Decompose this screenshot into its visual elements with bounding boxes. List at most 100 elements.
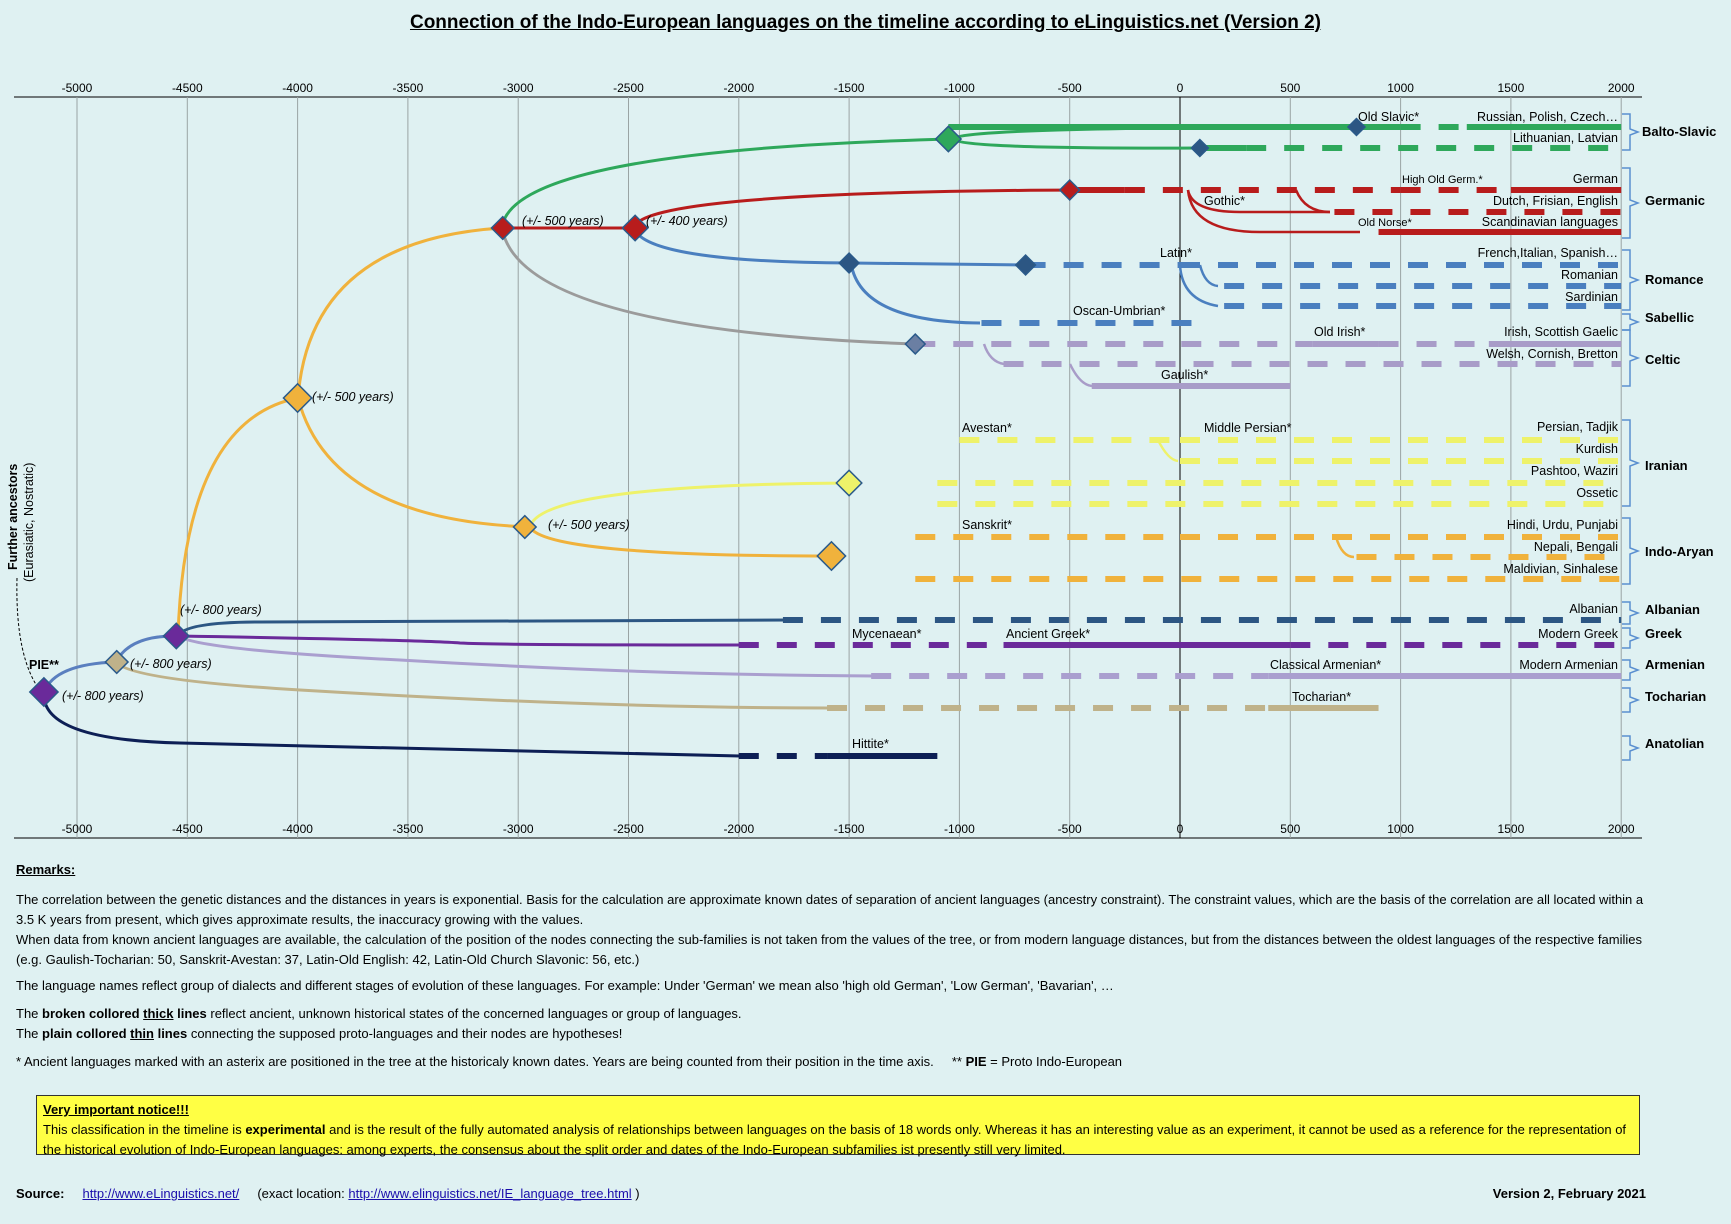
lang-french: French,Italian, Spanish… <box>1478 246 1618 260</box>
link-n6-celtic <box>500 227 915 346</box>
axis-bottom-tick: 1000 <box>1387 822 1414 836</box>
group-tocharian: Tocharian <box>1645 689 1706 704</box>
further-ancestors-label: Further ancestors <box>6 464 20 570</box>
lang-pashtoo: Pashtoo, Waziri <box>1531 464 1618 478</box>
label-middle-persian: Middle Persian* <box>1204 421 1292 435</box>
link-n6-balto <box>500 137 954 229</box>
node-label-n2: (+/- 800 years) <box>130 657 212 671</box>
axis-bottom-tick: -3500 <box>393 822 424 836</box>
node-n1 <box>162 622 191 650</box>
source-pre: (exact location: <box>257 1186 349 1201</box>
axis-bottom-tick: 0 <box>1177 822 1184 836</box>
axis-top: -5000 -4500 -4000 -3500 -3000 -2500 -2000 -1500… <box>62 81 1635 95</box>
link-celtic-brit <box>982 343 1005 366</box>
lang-nepali: Nepali, Bengali <box>1534 540 1618 554</box>
group-balto-slavic: Balto-Slavic <box>1642 124 1716 139</box>
remarks-p1a: The correlation between the genetic dist… <box>16 892 1644 927</box>
label-ancient-greek: Ancient Greek* <box>1006 627 1090 641</box>
link-n4-n5 <box>296 397 531 529</box>
link-italic-oscan <box>849 262 981 325</box>
label-old-slavic: Old Slavic* <box>1358 110 1419 124</box>
p5-text: * Ancient languages marked with an aster… <box>16 1054 934 1069</box>
label-tocharian: Tocharian* <box>1292 690 1351 704</box>
axis-top-tick: -2500 <box>613 81 644 95</box>
group-albanian: Albanian <box>1645 602 1700 617</box>
group-brace <box>1622 113 1641 151</box>
group-brace <box>1622 419 1641 507</box>
lang-lithuanian: Lithuanian, Latvian <box>1513 131 1618 145</box>
important-notice: Very important notice!!! This classifica… <box>36 1095 1640 1157</box>
group-romance: Romance <box>1645 272 1704 287</box>
node-lithuanian <box>1190 138 1210 158</box>
node-label-n6: (+/- 500 years) <box>522 214 604 228</box>
group-brace <box>1622 313 1641 331</box>
axis-bottom-tick: -4500 <box>172 822 203 836</box>
p5-pie-pre: ** <box>951 1054 966 1069</box>
node-old-slavic <box>1346 117 1367 137</box>
lang-welsh: Welsh, Cornish, Bretton <box>1486 347 1618 361</box>
axis-top-tick: -1500 <box>834 81 865 95</box>
notice-pre: This classification in the timeline is <box>43 1122 246 1137</box>
axis-top-tick: -5000 <box>62 81 93 95</box>
group-celtic: Celtic <box>1645 352 1680 367</box>
link-celtic-gaulish <box>1068 363 1093 388</box>
lang-dutch: Dutch, Frisian, English <box>1493 194 1618 208</box>
pie-label: PIE** <box>29 658 59 672</box>
p3-post: reflect ancient, unknown historical stat… <box>206 1006 742 1021</box>
link-highgerm <box>1294 189 1331 214</box>
p3-bold2: lines <box>173 1006 207 1021</box>
source-post: ) <box>631 1186 640 1201</box>
p4-bold1: plain collored <box>42 1026 131 1041</box>
link-latin-sardinian <box>1178 264 1219 308</box>
axis-top-tick: -500 <box>1058 81 1082 95</box>
axis-top-tick: 1000 <box>1387 81 1414 95</box>
remarks-p1b: When data from known ancient languages a… <box>16 932 1642 967</box>
lang-kurdish: Kurdish <box>1576 442 1618 456</box>
label-classical-armenian: Classical Armenian* <box>1270 658 1381 672</box>
group-iranian: Iranian <box>1645 458 1688 473</box>
source-link-exact[interactable]: http://www.elinguistics.net/IE_language_… <box>348 1186 632 1201</box>
remarks-p4: The plain collored thin lines connecting… <box>16 1024 1656 1044</box>
notice-text: This classification in the timeline is e… <box>43 1120 1633 1160</box>
axis-bottom-tick: -500 <box>1058 822 1082 836</box>
axis-top-tick: -4500 <box>172 81 203 95</box>
lang-ossetic: Ossetic <box>1576 486 1618 500</box>
group-brace <box>1622 659 1641 681</box>
axis-bottom-tick: -1000 <box>944 822 975 836</box>
node-n7 <box>621 214 649 242</box>
group-germanic: Germanic <box>1645 193 1705 208</box>
node-n6 <box>490 215 516 241</box>
axis-bottom-tick: -5000 <box>62 822 93 836</box>
p3-underline: thick <box>143 1006 174 1021</box>
node-label-n5: (+/- 500 years) <box>548 518 630 532</box>
lang-modern-greek: Modern Greek <box>1538 627 1619 641</box>
p4-underline: thin <box>130 1026 154 1041</box>
timeline-grid <box>14 96 1642 839</box>
link-norse <box>1186 189 1360 234</box>
link-kurdish <box>1156 439 1179 463</box>
node-n4 <box>282 382 313 414</box>
p4-pre: The <box>16 1026 43 1041</box>
page-title: Connection of the Indo-European language… <box>409 12 1322 33</box>
node-label-pie: (+/- 800 years) <box>62 689 144 703</box>
link-n5-indoaryan <box>528 526 833 558</box>
group-brace <box>1622 329 1641 387</box>
group-brace <box>1622 687 1641 713</box>
group-brace <box>1622 249 1641 311</box>
axis-top-tick: 1500 <box>1498 81 1525 95</box>
group-brace <box>1622 627 1641 649</box>
remarks-p2: The language names reflect group of dial… <box>16 978 1114 993</box>
source-link[interactable]: http://www.eLinguistics.net/ <box>82 1186 240 1201</box>
version-label: Version 2, February 2021 <box>1492 1186 1646 1201</box>
label-old-irish: Old Irish* <box>1314 325 1366 339</box>
group-anatolian: Anatolian <box>1645 736 1704 751</box>
group-indo-aryan: Indo-Aryan <box>1645 544 1714 559</box>
group-sabellic: Sabellic <box>1645 310 1694 325</box>
link-n1-n4 <box>176 396 299 637</box>
remarks-p3: The broken collored thick lines reflect … <box>16 1004 1656 1024</box>
node-celtic <box>904 333 927 355</box>
group-brace <box>1622 601 1641 625</box>
axis-top-tick: -1000 <box>944 81 975 95</box>
link-n2-tocharian <box>114 660 829 710</box>
p3-bold1: broken collored <box>42 1006 144 1021</box>
